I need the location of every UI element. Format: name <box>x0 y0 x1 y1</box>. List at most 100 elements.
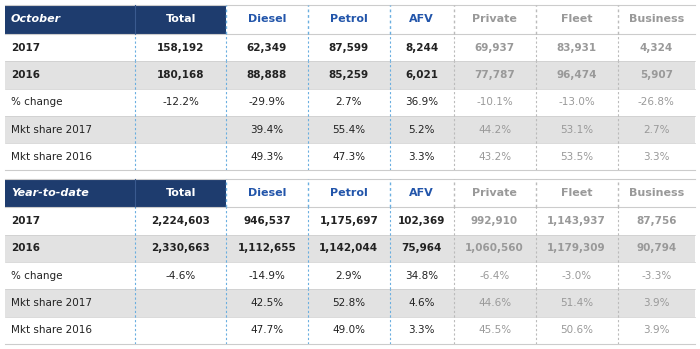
Text: 90,794: 90,794 <box>636 243 676 253</box>
Bar <box>5 317 695 344</box>
Bar <box>5 207 695 235</box>
Text: 44.2%: 44.2% <box>478 125 511 134</box>
Text: 3.3%: 3.3% <box>408 152 435 162</box>
Text: 1,060,560: 1,060,560 <box>465 243 524 253</box>
Text: 2.7%: 2.7% <box>643 125 669 134</box>
Text: -3.0%: -3.0% <box>561 271 591 281</box>
Text: AFV: AFV <box>410 188 434 198</box>
Text: 1,112,655: 1,112,655 <box>237 243 296 253</box>
Text: 69,937: 69,937 <box>475 43 514 53</box>
Text: Fleet: Fleet <box>561 14 592 24</box>
Text: Mkt share 2017: Mkt share 2017 <box>11 298 92 308</box>
Bar <box>226 5 308 34</box>
Text: 85,259: 85,259 <box>329 70 369 80</box>
Text: 4.6%: 4.6% <box>408 298 435 308</box>
Text: 3.3%: 3.3% <box>408 325 435 335</box>
Text: 8,244: 8,244 <box>405 43 438 53</box>
Text: Total: Total <box>165 188 196 198</box>
Text: 96,474: 96,474 <box>556 70 597 80</box>
Text: 4,324: 4,324 <box>640 43 673 53</box>
Text: 34.8%: 34.8% <box>405 271 438 281</box>
Text: 3.9%: 3.9% <box>643 298 669 308</box>
Text: 75,964: 75,964 <box>402 243 442 253</box>
Text: Business: Business <box>629 188 684 198</box>
Text: 3.9%: 3.9% <box>643 325 669 335</box>
Bar <box>390 5 454 34</box>
Text: 47.3%: 47.3% <box>332 152 365 162</box>
Text: 1,179,309: 1,179,309 <box>547 243 606 253</box>
Text: 42.5%: 42.5% <box>251 298 284 308</box>
Text: -3.3%: -3.3% <box>641 271 671 281</box>
Text: Private: Private <box>472 188 517 198</box>
Text: 47.7%: 47.7% <box>251 325 284 335</box>
Text: 44.6%: 44.6% <box>478 298 511 308</box>
Text: 102,369: 102,369 <box>398 216 445 226</box>
Bar <box>135 5 226 34</box>
Bar <box>5 289 695 317</box>
Text: 3.3%: 3.3% <box>643 152 669 162</box>
Text: 946,537: 946,537 <box>243 216 290 226</box>
Text: -14.9%: -14.9% <box>248 271 286 281</box>
Text: Fleet: Fleet <box>561 188 592 198</box>
Bar <box>617 178 695 207</box>
Text: 2016: 2016 <box>11 243 40 253</box>
Text: Private: Private <box>472 14 517 24</box>
Bar <box>454 178 536 207</box>
Bar <box>5 143 695 171</box>
Text: Mkt share 2016: Mkt share 2016 <box>11 152 92 162</box>
Text: Year-to-date: Year-to-date <box>11 188 89 198</box>
Text: Mkt share 2016: Mkt share 2016 <box>11 325 92 335</box>
Text: 2,330,663: 2,330,663 <box>151 243 210 253</box>
Bar <box>5 116 695 143</box>
Bar <box>5 5 135 34</box>
Bar <box>5 34 695 61</box>
Bar <box>308 5 390 34</box>
Text: 36.9%: 36.9% <box>405 97 438 107</box>
Bar <box>454 5 536 34</box>
Text: 62,349: 62,349 <box>246 43 287 53</box>
Text: 2.9%: 2.9% <box>335 271 362 281</box>
Text: 45.5%: 45.5% <box>478 325 511 335</box>
Bar <box>5 178 135 207</box>
Text: 158,192: 158,192 <box>157 43 204 53</box>
Text: Total: Total <box>165 14 196 24</box>
Bar <box>5 61 695 89</box>
Text: Petrol: Petrol <box>330 14 368 24</box>
Text: 2.7%: 2.7% <box>335 97 362 107</box>
Bar <box>308 178 390 207</box>
Text: Petrol: Petrol <box>330 188 368 198</box>
Bar <box>226 178 308 207</box>
Text: October: October <box>11 14 61 24</box>
Text: 1,142,044: 1,142,044 <box>319 243 379 253</box>
Text: -4.6%: -4.6% <box>165 271 196 281</box>
Text: -6.4%: -6.4% <box>480 271 510 281</box>
Text: 83,931: 83,931 <box>556 43 596 53</box>
Bar <box>390 178 454 207</box>
Text: -26.8%: -26.8% <box>638 97 675 107</box>
Text: -29.9%: -29.9% <box>248 97 286 107</box>
Text: 5,907: 5,907 <box>640 70 673 80</box>
Text: 87,599: 87,599 <box>329 43 369 53</box>
Text: -13.0%: -13.0% <box>558 97 595 107</box>
Text: 2017: 2017 <box>11 216 40 226</box>
Text: 88,888: 88,888 <box>246 70 287 80</box>
Text: 2016: 2016 <box>11 70 40 80</box>
Text: 43.2%: 43.2% <box>478 152 511 162</box>
Text: 1,143,937: 1,143,937 <box>547 216 606 226</box>
Text: Business: Business <box>629 14 684 24</box>
Bar <box>5 235 695 262</box>
Text: 39.4%: 39.4% <box>251 125 284 134</box>
Text: 52.8%: 52.8% <box>332 298 365 308</box>
Text: 992,910: 992,910 <box>471 216 518 226</box>
Text: 55.4%: 55.4% <box>332 125 365 134</box>
Bar <box>617 5 695 34</box>
Text: 53.5%: 53.5% <box>560 152 593 162</box>
Text: Diesel: Diesel <box>248 14 286 24</box>
Text: Diesel: Diesel <box>248 188 286 198</box>
Text: 5.2%: 5.2% <box>408 125 435 134</box>
Text: 49.0%: 49.0% <box>332 325 365 335</box>
Bar <box>536 178 617 207</box>
Text: 53.1%: 53.1% <box>560 125 593 134</box>
Bar <box>5 262 695 289</box>
Text: 87,756: 87,756 <box>636 216 676 226</box>
